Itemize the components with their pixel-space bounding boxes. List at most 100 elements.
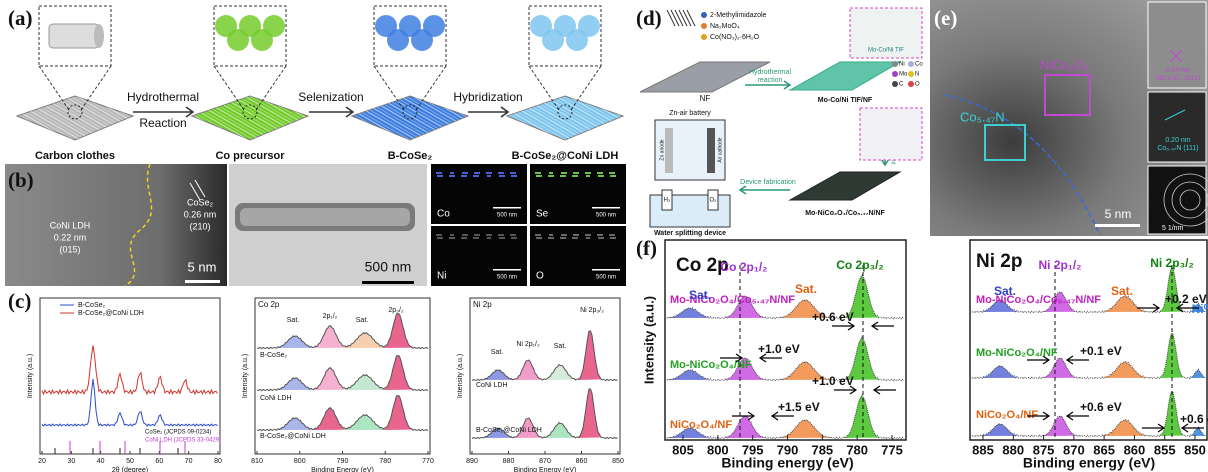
eds-signal — [514, 234, 516, 236]
eds-signal — [599, 234, 601, 236]
inset-label: Co₅.₄₇N (111) — [1157, 145, 1198, 152]
molecule-bond — [670, 9, 680, 27]
shift-label: +0.2 eV — [1165, 292, 1207, 306]
reference-label: CoNi LDH (JCPDS 33-0429) — [145, 438, 221, 444]
fitted-peak — [542, 365, 578, 380]
shift-arrow — [1027, 411, 1089, 421]
peak-label: Ni 2p₁/₂ — [516, 341, 540, 348]
eds-signal — [561, 234, 563, 236]
eds-signal — [478, 172, 480, 174]
fitted-peak — [844, 338, 880, 380]
eds-signal — [552, 237, 554, 239]
scale-bar — [592, 207, 620, 209]
eds-signal — [600, 237, 602, 239]
eds-signal — [597, 234, 599, 236]
axis-label: Binding Energy (eV) — [311, 467, 374, 472]
eds-signal — [514, 172, 516, 174]
eds-signal — [589, 234, 591, 236]
eds-signal — [464, 234, 466, 236]
peak-label: Sat. — [356, 317, 369, 324]
interface — [124, 163, 153, 287]
fitted-peak — [724, 416, 766, 438]
eds-signal — [476, 172, 478, 174]
axis-label: Binding energy (eV) — [1023, 455, 1155, 471]
panel-label: (d) — [636, 6, 662, 30]
eds-signal — [576, 237, 578, 239]
inset-label: 0.24 nm — [1165, 67, 1190, 74]
legend-label: B-CoSe₂@CoNi LDH — [78, 310, 144, 317]
xrd-pattern — [41, 379, 218, 427]
element-label: O — [536, 271, 544, 282]
eds-signal — [449, 237, 451, 239]
eds-signal — [502, 172, 504, 174]
shift-label: +0.6 eV — [1080, 400, 1122, 414]
electrode — [707, 128, 715, 173]
peak-label: Sat. — [491, 349, 504, 356]
axis-label: Intensity (a.u.) — [457, 354, 464, 398]
lattice-mark — [1169, 49, 1183, 63]
eds-signal — [572, 237, 574, 239]
tick-label: 50 — [126, 458, 134, 465]
tem-label: CoSe₂ — [187, 197, 214, 207]
eds-signal — [477, 175, 479, 177]
scale-label: 500 nm — [497, 213, 517, 219]
fitted-peak — [778, 362, 832, 380]
reagent: Co(NO₃)₂·6H₂O — [710, 34, 760, 41]
eds-signal — [587, 172, 589, 174]
nickel-foam — [639, 61, 771, 93]
fitted-peak — [1160, 333, 1184, 378]
eds-signal — [500, 234, 502, 236]
reagent: 2-Methylimidazole — [710, 12, 767, 19]
eds-signal — [538, 237, 540, 239]
panel-label: (f) — [636, 236, 657, 260]
eds-signal — [510, 172, 512, 174]
sample-label: B-CoSe₂ — [260, 352, 288, 359]
eds-signal — [560, 237, 562, 239]
inset-line — [38, 65, 112, 111]
eds-signal — [501, 175, 503, 177]
plot-title: Ni 2p — [976, 251, 1022, 272]
interface — [944, 94, 1101, 236]
eds-signal — [438, 172, 440, 174]
cloth-texture — [17, 96, 133, 140]
sample-label: Mo-NiCo₂O₄/Co₅.₄₇N/NF — [670, 294, 795, 306]
eds-signal — [586, 237, 588, 239]
eds-signal — [585, 172, 587, 174]
eds-signal — [490, 234, 492, 236]
panel-label: (c) — [8, 289, 31, 313]
peak-label: Ni 2p₁/₂ — [1039, 258, 1082, 272]
fitted-peak — [480, 370, 516, 380]
eds-signal — [548, 237, 550, 239]
eds-signal — [515, 175, 517, 177]
shift-label: +1.0 eV — [812, 374, 854, 388]
diffraction-ring — [1163, 173, 1208, 227]
fitted-peak — [383, 355, 413, 390]
peak-label: 2p₁/₂ — [323, 313, 338, 320]
eds-signal — [466, 234, 468, 236]
array — [788, 61, 902, 91]
tick-label: 805 — [672, 442, 694, 457]
tick-label: 30 — [67, 458, 75, 465]
eds-signal — [449, 175, 451, 177]
fitted-peak — [274, 336, 316, 348]
fitted-peak — [844, 276, 880, 318]
peak-label: Ni⁰ — [1192, 302, 1208, 316]
eds-signal — [441, 237, 443, 239]
eds-signal — [600, 175, 602, 177]
tick-label: 890 — [466, 458, 478, 465]
tick-label: 790 — [777, 442, 799, 457]
eds-signal — [499, 237, 501, 239]
peak-label: Sat. — [1111, 284, 1133, 298]
legend-dot — [892, 81, 898, 87]
eds-signal — [487, 175, 489, 177]
sample-label: Mo-NiCo₂O₄/Co₅.₄₇N/NF — [976, 294, 1101, 306]
fitted-peak — [1042, 292, 1078, 312]
reference-label: CoSe₂ (JCPDS 09-0234) — [145, 430, 211, 436]
eds-signal — [610, 175, 612, 177]
eds-signal — [610, 237, 612, 239]
eds-signal — [574, 237, 576, 239]
eds-signal — [602, 175, 604, 177]
axis-label: Intensity (a.u.) — [242, 354, 249, 398]
eds-signal — [565, 234, 567, 236]
eds-signal — [453, 175, 455, 177]
